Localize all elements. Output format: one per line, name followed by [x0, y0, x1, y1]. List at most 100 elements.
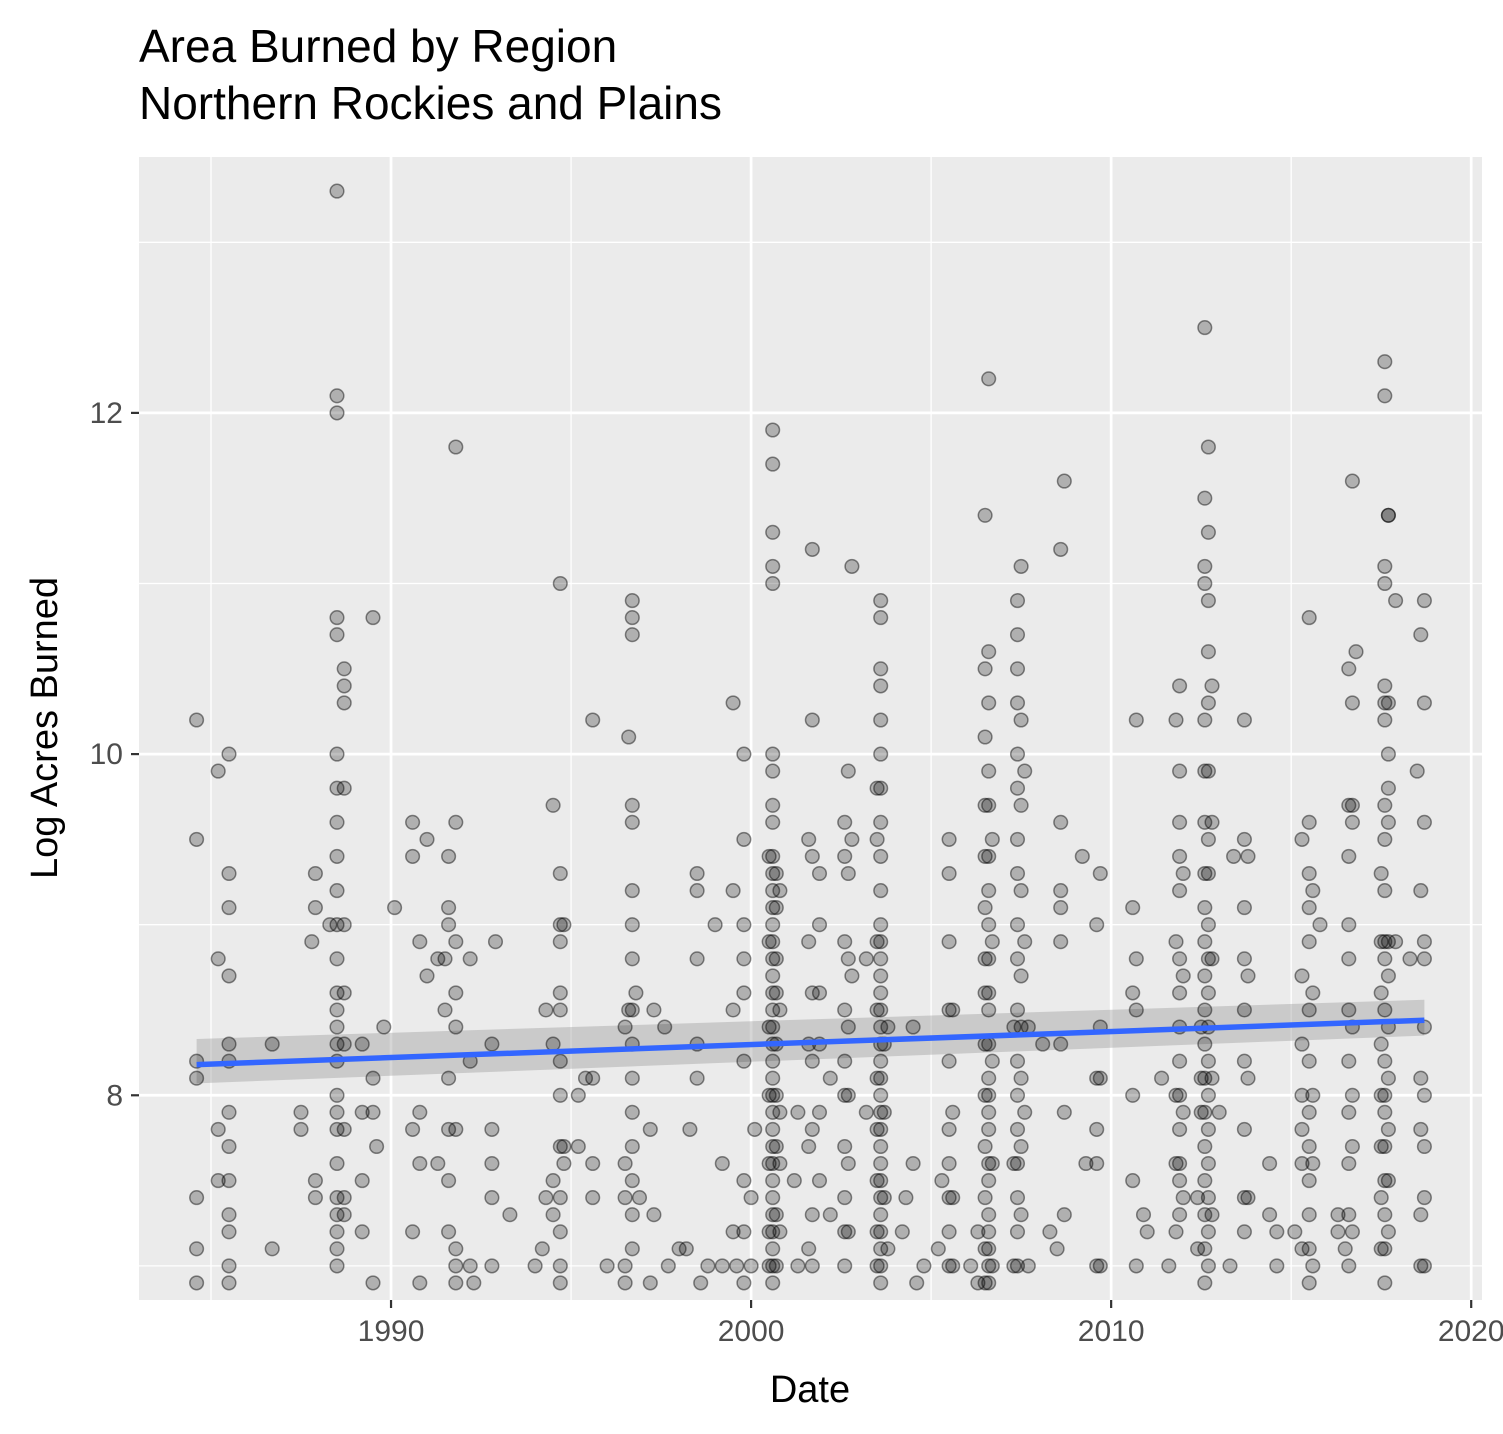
data-point — [772, 1155, 788, 1172]
data-point — [1236, 1002, 1252, 1018]
data-point — [869, 1224, 885, 1240]
data-point — [981, 1121, 997, 1137]
data-point — [765, 1121, 781, 1137]
data-point — [1373, 1190, 1389, 1206]
data-point — [1172, 1053, 1188, 1069]
data-point — [1125, 900, 1141, 916]
data-point — [916, 1258, 932, 1274]
data-point — [624, 1070, 640, 1086]
data-point — [858, 1104, 874, 1120]
data-point — [1013, 883, 1029, 899]
data-point — [1056, 473, 1072, 489]
data-point — [869, 1173, 885, 1189]
data-point — [552, 1002, 568, 1018]
data-point — [844, 558, 860, 574]
data-point — [736, 1173, 752, 1189]
data-point — [534, 1241, 550, 1257]
data-point — [1301, 1053, 1317, 1069]
data-point — [1197, 490, 1213, 506]
trend-line-layer — [196, 1017, 1425, 1068]
data-point — [768, 1087, 784, 1103]
data-point — [765, 985, 781, 1001]
data-point — [1168, 1224, 1184, 1240]
data-point — [1305, 1155, 1321, 1172]
data-point — [1377, 695, 1393, 711]
data-point — [765, 934, 781, 950]
data-point — [765, 797, 781, 813]
data-point — [768, 1207, 784, 1223]
data-point — [977, 951, 993, 967]
data-point — [585, 1070, 601, 1086]
data-point — [840, 1019, 856, 1035]
data-point — [365, 1070, 381, 1086]
data-point — [329, 405, 345, 421]
data-point — [1344, 1087, 1360, 1103]
data-point — [761, 1155, 777, 1172]
data-point — [545, 1207, 561, 1223]
data-point — [1013, 558, 1029, 574]
data-point — [873, 934, 889, 950]
data-point — [1305, 883, 1321, 899]
data-point — [981, 1087, 997, 1103]
data-point — [1380, 507, 1396, 523]
data-point — [804, 1053, 820, 1069]
data-point — [307, 1173, 323, 1189]
data-point — [329, 746, 345, 762]
data-point — [981, 1070, 997, 1086]
data-point — [977, 1190, 993, 1206]
data-point — [1373, 1138, 1389, 1155]
data-point — [441, 900, 457, 916]
data-point — [941, 1053, 957, 1069]
data-point — [1168, 712, 1184, 728]
data-point — [736, 1224, 752, 1240]
data-point — [1413, 883, 1429, 899]
data-point — [725, 883, 741, 899]
data-point — [804, 848, 820, 864]
data-point — [1200, 865, 1216, 882]
data-point — [811, 1173, 828, 1189]
data-point — [1009, 1002, 1026, 1018]
data-point — [336, 1036, 352, 1052]
data-point — [189, 831, 205, 847]
data-point — [1035, 1036, 1051, 1052]
data-point — [1236, 1121, 1252, 1137]
data-point — [448, 1121, 464, 1137]
data-point — [1240, 848, 1256, 864]
data-point — [898, 1190, 914, 1206]
data-point — [873, 1087, 889, 1103]
data-point — [873, 610, 889, 626]
data-point — [329, 1155, 345, 1172]
data-point — [970, 1224, 986, 1240]
data-point — [981, 797, 997, 813]
data-point — [700, 1258, 716, 1274]
data-point — [873, 1275, 889, 1291]
data-point — [765, 558, 781, 574]
data-point — [441, 1121, 457, 1137]
data-point — [1294, 1121, 1310, 1137]
axes: 1990 2000 2010 2020 8 10 12 — [90, 397, 1503, 1348]
data-point — [761, 1087, 777, 1103]
chart-title: Area Burned by Region — [139, 20, 618, 72]
data-point — [1341, 1104, 1357, 1120]
y-tick-label: 10 — [90, 738, 123, 771]
data-point — [552, 1087, 568, 1103]
data-point — [405, 814, 421, 830]
data-point — [736, 951, 752, 967]
data-point — [725, 1002, 741, 1018]
data-point — [556, 917, 572, 933]
data-point — [894, 1224, 910, 1240]
data-point — [1053, 883, 1069, 899]
data-point — [617, 1275, 633, 1291]
data-point — [1305, 985, 1321, 1001]
data-point — [873, 1070, 889, 1086]
data-point — [765, 1190, 781, 1206]
data-point — [765, 1258, 781, 1274]
data-point — [761, 1258, 777, 1274]
data-point — [941, 934, 957, 950]
data-point — [221, 1036, 237, 1052]
data-point — [1416, 1190, 1432, 1206]
chart-title-block: Area Burned by Region Northern Rockies a… — [139, 18, 722, 132]
data-point — [930, 1241, 946, 1257]
data-point — [837, 1087, 853, 1103]
data-point — [221, 1138, 237, 1155]
